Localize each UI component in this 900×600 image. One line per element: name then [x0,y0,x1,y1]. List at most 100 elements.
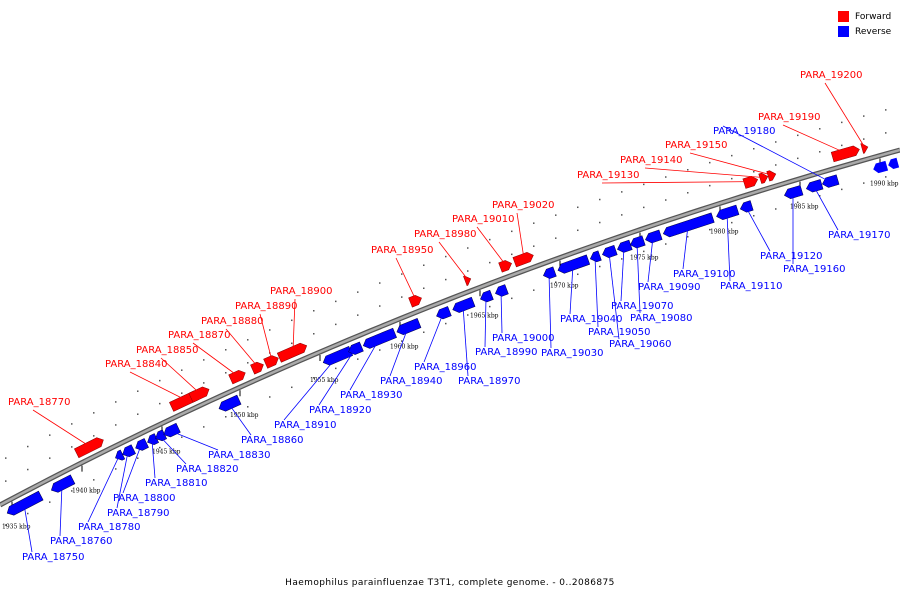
guide-dot [71,446,73,448]
gene-PARA_18820 [155,429,167,442]
leader-line [682,225,689,270]
gene-arrow [630,235,646,249]
guide-dot [445,255,447,258]
gene-label: PARA_19050 [588,327,650,338]
guide-dot [203,426,205,428]
guide-dot [291,319,293,322]
leader-line [569,264,574,315]
gene-label: PARA_19100 [673,269,735,280]
gene-PARA_18810 [147,433,160,445]
gene-label: PARA_18970 [458,376,520,387]
gene-label: PARA_19170 [828,230,890,241]
gene-arrow [228,370,246,385]
gene-PARA_18750 [6,490,44,516]
guide-dot [181,436,183,438]
gene-arrow [250,361,264,375]
guide-dot [93,412,95,414]
guide-dot [247,339,249,341]
guide-dot [49,501,51,503]
guide-dot [27,468,29,471]
guide-dot [819,151,821,153]
guide-dot [49,434,51,436]
scale-tick-label: 1960 kbp [390,344,419,351]
gene-arrow [135,438,149,451]
gene-arrow [218,394,242,412]
gene-label: PARA_18930 [340,390,402,401]
guide-dot [49,457,51,459]
gene-PARA_19000 [495,284,509,297]
gene-arrow [188,386,210,403]
gene-arrow [821,174,840,188]
gene-label: PARA_18940 [380,376,442,387]
caption: Haemophilus parainfluenzae T3T1, complet… [285,578,615,588]
guide-dot [5,480,7,482]
guide-dot [291,342,293,345]
guide-dot [797,201,799,204]
gene-PARA_19060 [602,244,618,258]
leader-line [122,445,142,494]
guide-dot [577,229,579,232]
leader-line [389,327,409,377]
gene-arrow [498,260,512,273]
guide-dot [819,128,821,130]
guide-dot [467,270,469,272]
gene-PARA_19150 [766,170,777,182]
scale-tick-label: 1985 kbp [790,204,819,211]
gene-label: PARA_18810 [145,478,207,489]
guide-dot [489,261,491,264]
guide-dot [885,109,887,111]
gene-PARA_18910 [322,346,354,366]
gene-arrow [543,266,557,279]
guide-dot [599,198,601,201]
guide-dot [533,245,535,247]
gene-PARA_18940 [396,318,422,336]
guide-dot [5,457,7,459]
leader-line [129,371,187,401]
scale-tick-label: 1965 kbp [470,312,499,319]
guide-dot [533,289,535,291]
guide-dot [709,161,711,164]
gene-PARA_18960 [436,306,452,320]
guide-dot [225,372,227,374]
guide-dot [137,413,139,415]
gene-PARA_18970 [452,296,476,313]
gene-PARA_19190 [830,145,860,163]
guide-dot [71,490,73,492]
gene-label: PARA_18910 [274,420,336,431]
gene-label: PARA_18830 [208,450,270,461]
guide-dot [115,468,117,470]
leader-line [782,124,847,154]
guide-dot [863,115,865,117]
guide-dot [401,340,403,342]
gene-arrow [276,342,308,363]
guide-dot [511,253,513,256]
gene-label: PARA_19000 [492,333,554,344]
guide-dot [511,230,513,233]
legend-reverse-label: Reverse [855,26,892,37]
legend-forward: Forward [838,9,891,24]
backbone-shadow [0,147,900,508]
leader-line [225,328,259,368]
gene-arrow [463,275,472,286]
leader-line [636,242,641,314]
leader-line [516,212,525,259]
guide-dot [467,247,469,249]
gene-label: PARA_18790 [107,508,169,519]
legend-forward-swatch [838,11,849,22]
gene-arrow [436,306,452,320]
gene-PARA_18800 [135,438,149,451]
scale-tick-label: 1945 kbp [152,448,181,455]
guide-dot [203,359,205,361]
guide-dot [137,457,139,459]
guide-dot [643,183,645,186]
gene-label: PARA_18890 [235,301,297,312]
gene-PARA_19200 [860,143,869,154]
guide-dot [225,349,227,351]
gene-arrow [74,437,104,459]
gene-label: PARA_18760 [50,536,112,547]
guide-dot [599,265,601,268]
guide-dot [599,221,601,224]
gene-PARA_18930 [362,327,397,349]
gene-PARA_18760 [50,474,76,493]
